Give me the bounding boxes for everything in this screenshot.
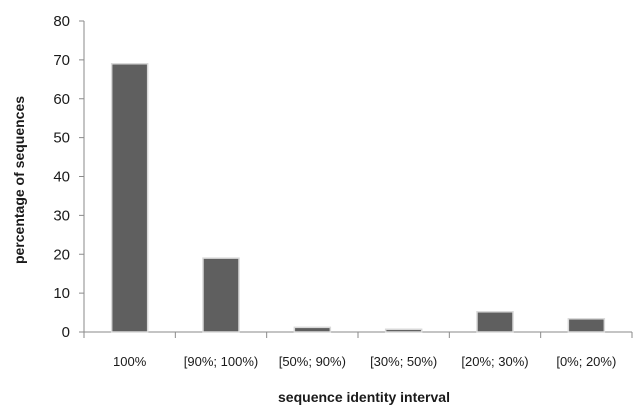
x-tick-label: 100%	[113, 354, 147, 369]
y-tick-label: 60	[53, 91, 70, 108]
x-tick-label: [30%; 50%)	[370, 354, 437, 369]
x-axis-title: sequence identity interval	[278, 389, 450, 405]
bar	[110, 63, 149, 333]
bar	[476, 311, 514, 333]
bar	[567, 318, 606, 333]
y-tick-label: 70	[53, 52, 70, 69]
y-tick-label: 50	[53, 130, 70, 147]
x-tick-label: [20%; 30%)	[461, 354, 528, 369]
bar	[202, 257, 240, 333]
y-tick-label: 0	[62, 324, 70, 341]
x-tick-label: [0%; 20%)	[556, 354, 616, 369]
y-axis-title: percentage of sequences	[11, 96, 27, 264]
y-tick-label: 10	[53, 285, 70, 302]
y-tick-label: 20	[53, 246, 70, 263]
y-tick-label: 80	[53, 13, 70, 30]
bar	[384, 328, 423, 333]
y-tick-label: 40	[53, 169, 70, 186]
y-tick-label: 30	[53, 207, 70, 224]
x-tick-label: [90%; 100%)	[184, 354, 258, 369]
plot-area: 0 10 20 30 40 50 60 70 80 100% [90%; 100%) [50%; 90…	[53, 13, 633, 369]
bar	[293, 326, 332, 333]
x-tick-label: [50%; 90%)	[279, 354, 346, 369]
